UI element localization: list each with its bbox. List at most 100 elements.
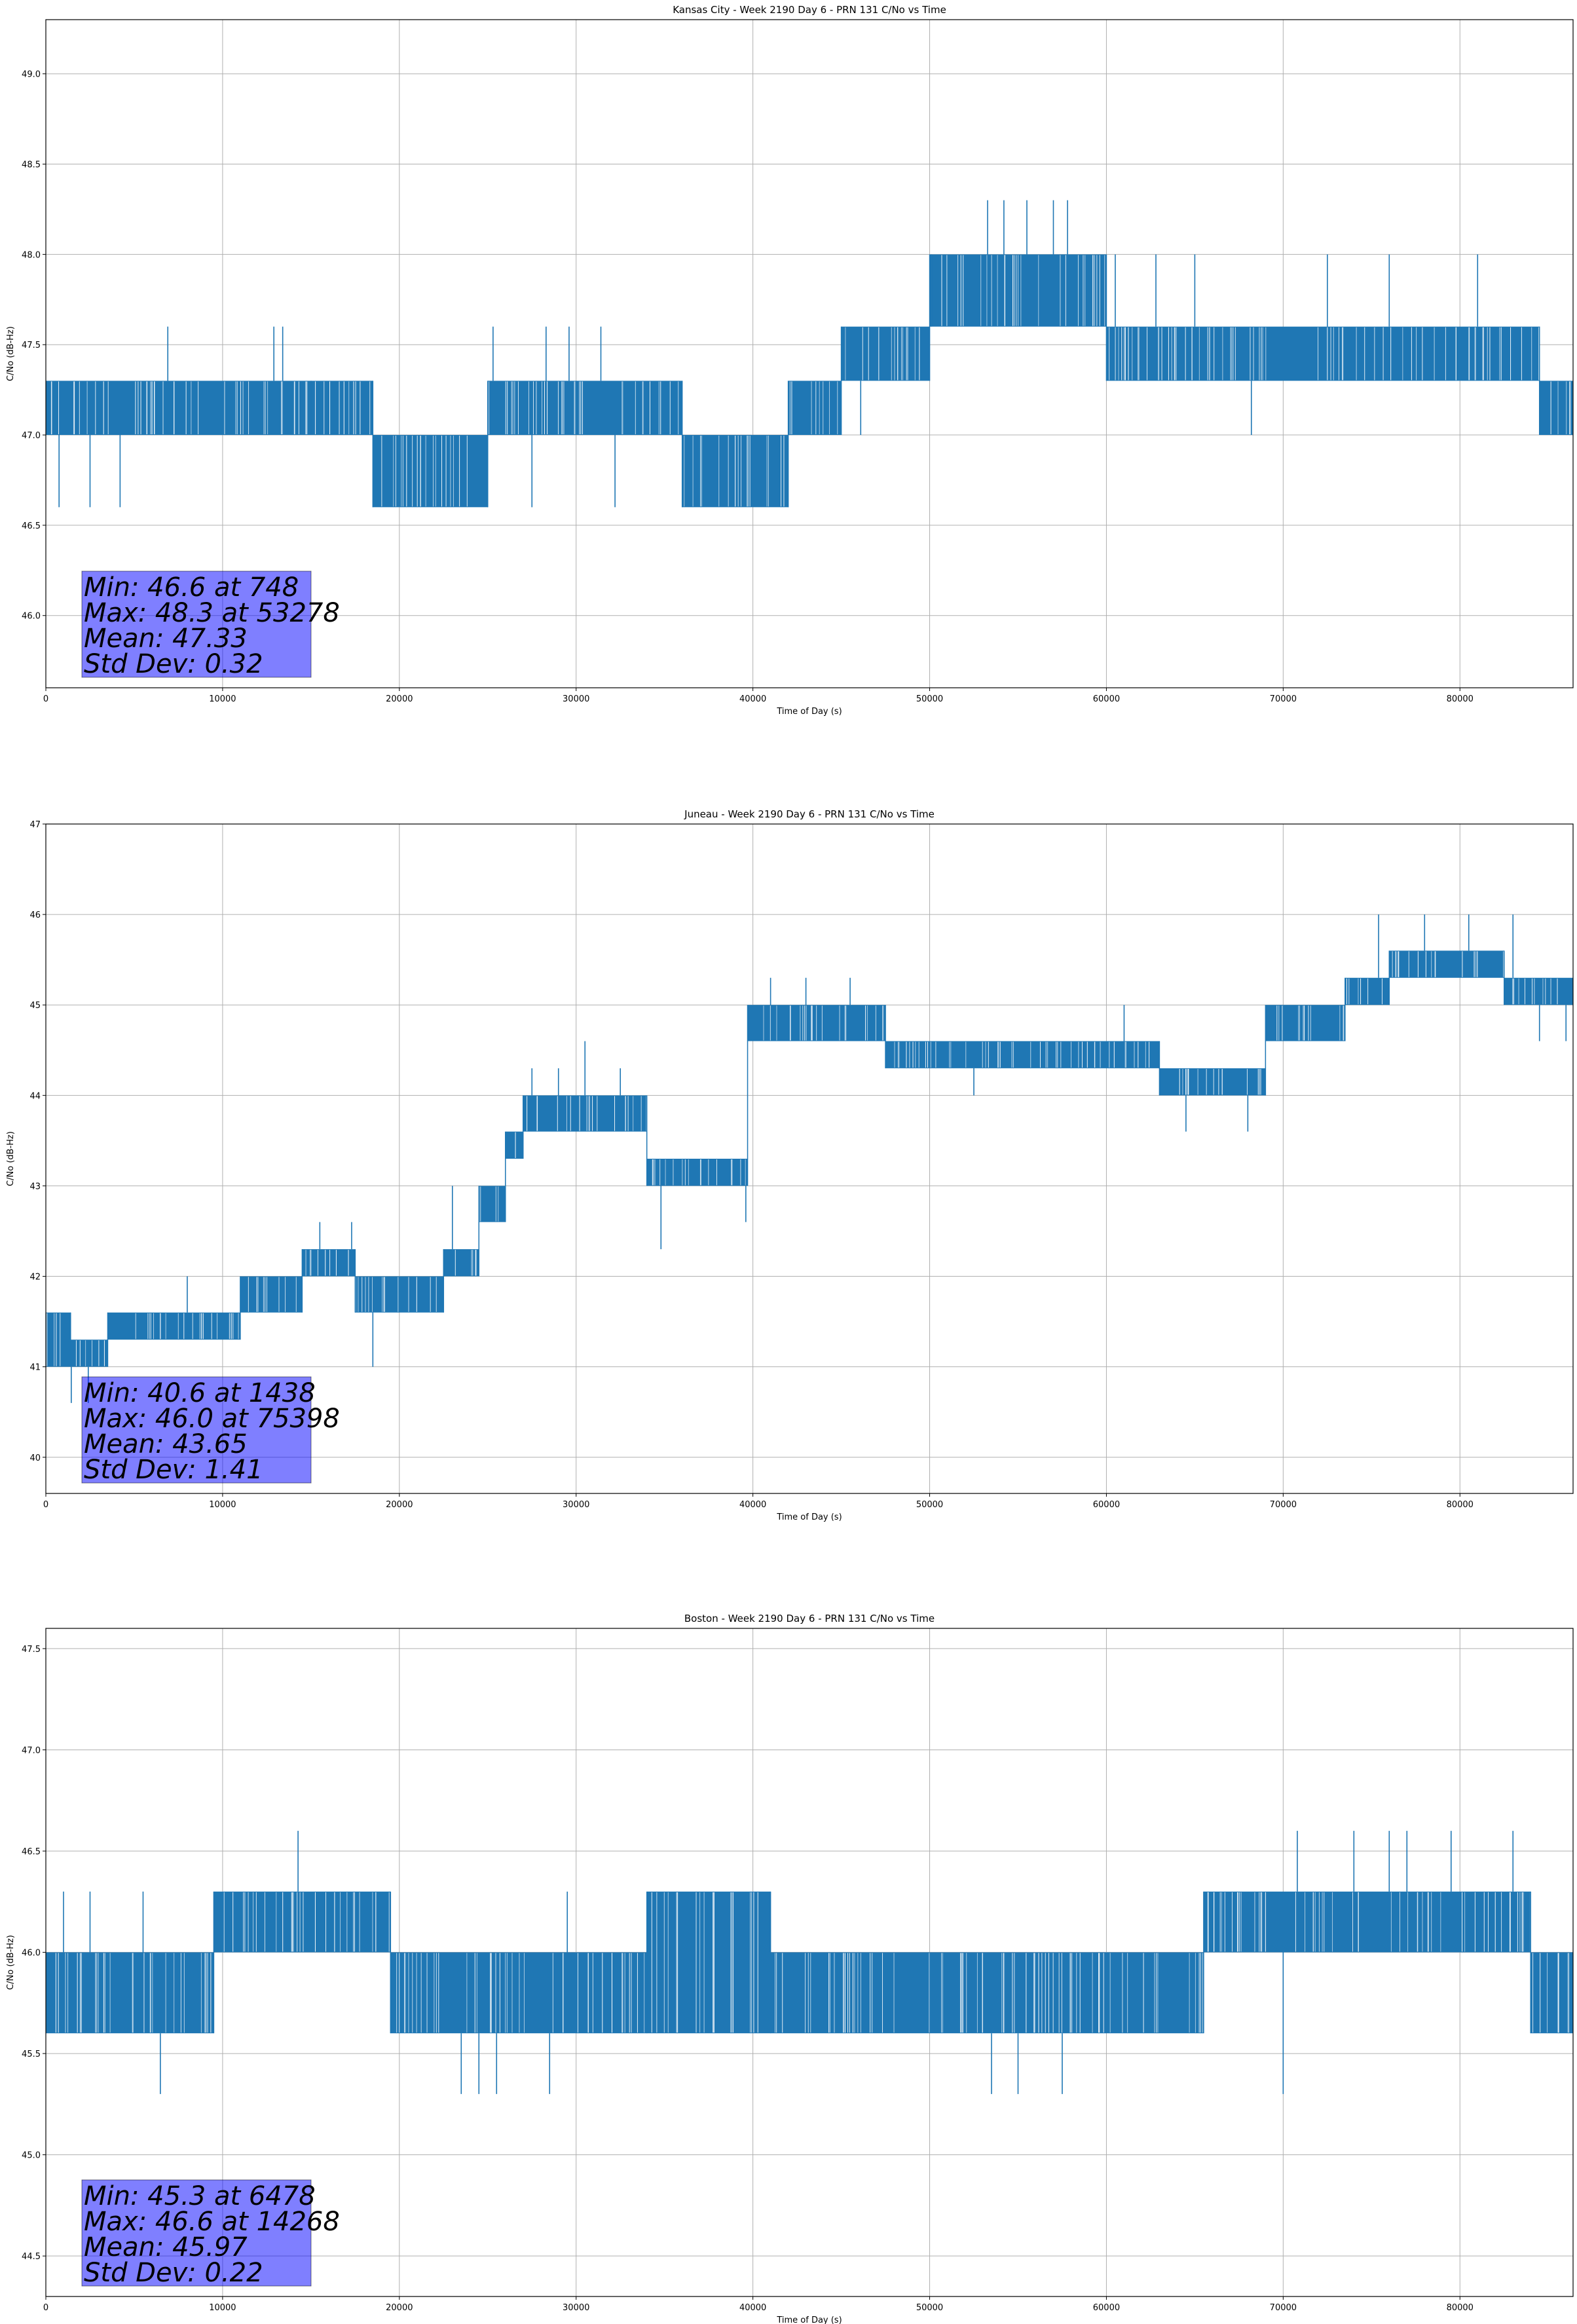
x-tick-label: 10000 bbox=[209, 1500, 236, 1510]
stats-box bbox=[81, 571, 312, 678]
stats-line: Max: 46.6 at 14268 bbox=[84, 2207, 340, 2237]
data-band bbox=[373, 435, 488, 508]
x-tick-label: 20000 bbox=[386, 694, 413, 704]
series-line bbox=[46, 914, 1573, 1403]
data-band bbox=[1265, 1005, 1345, 1041]
x-tick-label: 10000 bbox=[209, 694, 236, 704]
x-tick-label: 80000 bbox=[1447, 2303, 1474, 2313]
data-band bbox=[70, 1340, 108, 1367]
x-tick-label: 60000 bbox=[1093, 1500, 1120, 1510]
data-band bbox=[593, 1095, 647, 1132]
stats-line: Mean: 45.97 bbox=[84, 2232, 248, 2262]
x-tick-label: 30000 bbox=[563, 694, 589, 704]
x-tick-label: 0 bbox=[43, 2303, 48, 2313]
y-tick-label: 47.5 bbox=[22, 1645, 41, 1655]
y-tick-label: 46.5 bbox=[22, 1847, 41, 1857]
chart-panel-3: 0 10000 20000 30000 40000 50000 60000 70000 8000… bbox=[6, 1613, 1574, 2324]
data-band bbox=[1106, 326, 1540, 381]
x-tick-label: 0 bbox=[43, 1500, 48, 1510]
y-tick-label: 48.0 bbox=[22, 250, 41, 260]
x-tick-label: 20000 bbox=[386, 1500, 413, 1510]
x-tick-label: 30000 bbox=[563, 1500, 589, 1510]
x-tick-label: 50000 bbox=[916, 2303, 943, 2313]
data-band bbox=[1203, 1891, 1531, 1953]
x-tick-label: 0 bbox=[43, 694, 48, 704]
data-band bbox=[841, 326, 930, 381]
data-band bbox=[443, 1249, 479, 1277]
y-axis-label: C/No (dB-Hz) bbox=[6, 326, 16, 381]
chart-panel-2: 0 10000 20000 30000 40000 50000 60000 70000 8000… bbox=[6, 808, 1574, 1522]
stats-line: Max: 46.0 at 75398 bbox=[84, 1404, 340, 1434]
stats-line: Max: 48.3 at 53278 bbox=[84, 598, 340, 628]
data-band bbox=[46, 1952, 214, 2034]
data-band bbox=[1504, 977, 1573, 1005]
x-tick-label: 60000 bbox=[1093, 694, 1120, 704]
y-tick-label: 45.5 bbox=[22, 2050, 41, 2059]
stats-line: Min: 46.6 at 748 bbox=[84, 572, 299, 603]
data-band bbox=[479, 1186, 506, 1222]
y-axis-label: C/No (dB-Hz) bbox=[6, 1935, 16, 1990]
data-band bbox=[213, 1891, 391, 1953]
data-band bbox=[770, 1952, 1204, 2034]
stats-line: Std Dev: 1.41 bbox=[84, 1455, 263, 1485]
x-axis-label: Time of Day (s) bbox=[776, 707, 842, 717]
data-band bbox=[646, 1891, 771, 2034]
x-tick-label: 70000 bbox=[1270, 694, 1297, 704]
stats-box bbox=[81, 2179, 312, 2287]
data-band bbox=[885, 1041, 1089, 1068]
y-tick-label: 48.5 bbox=[22, 160, 41, 170]
data-band bbox=[46, 381, 311, 436]
y-tick-label: 40 bbox=[29, 1453, 41, 1463]
data-band bbox=[1345, 977, 1390, 1005]
x-tick-label: 70000 bbox=[1270, 1500, 1297, 1510]
data-band bbox=[310, 381, 373, 436]
axes-frame bbox=[45, 1628, 1574, 2297]
x-tick-label: 80000 bbox=[1447, 1500, 1474, 1510]
y-axis-label: C/No (dB-Hz) bbox=[6, 1131, 16, 1186]
data-band bbox=[355, 1276, 444, 1313]
chart-title: Juneau - Week 2190 Day 6 - PRN 131 C/No … bbox=[684, 808, 935, 820]
y-tick-label: 44.5 bbox=[22, 2252, 41, 2262]
y-tick-label: 46 bbox=[29, 910, 41, 920]
y-tick-label: 47 bbox=[29, 820, 41, 830]
y-tick-label: 47.0 bbox=[22, 1746, 41, 1755]
data-band bbox=[788, 381, 842, 436]
data-band bbox=[523, 1095, 594, 1132]
y-tick-label: 47.5 bbox=[22, 341, 41, 350]
stats-line: Std Dev: 0.32 bbox=[84, 649, 263, 679]
data-band bbox=[107, 1312, 240, 1340]
stats-line: Std Dev: 0.22 bbox=[84, 2258, 263, 2288]
x-tick-label: 40000 bbox=[739, 2303, 766, 2313]
data-band bbox=[505, 1131, 523, 1159]
y-tick-label: 49.0 bbox=[22, 70, 41, 80]
x-tick-label: 80000 bbox=[1447, 694, 1474, 704]
y-tick-label: 46.0 bbox=[22, 612, 41, 622]
series-line bbox=[46, 1831, 1573, 2094]
stats-line: Min: 40.6 at 1438 bbox=[84, 1378, 316, 1408]
data-band bbox=[390, 1952, 647, 2034]
x-tick-label: 40000 bbox=[739, 694, 766, 704]
data-band bbox=[487, 381, 682, 436]
data-band bbox=[1539, 381, 1573, 436]
y-tick-label: 45 bbox=[29, 1001, 41, 1011]
stats-box bbox=[81, 1376, 312, 1484]
stats-line: Mean: 43.65 bbox=[84, 1429, 248, 1459]
y-tick-label: 44 bbox=[29, 1091, 41, 1101]
x-tick-label: 10000 bbox=[209, 2303, 236, 2313]
chart-title: Boston - Week 2190 Day 6 - PRN 131 C/No … bbox=[684, 1613, 935, 1624]
data-band bbox=[1159, 1068, 1266, 1096]
data-band bbox=[646, 1159, 748, 1186]
x-tick-label: 30000 bbox=[563, 2303, 589, 2313]
axes-frame bbox=[45, 823, 1574, 1494]
y-tick-label: 46.0 bbox=[22, 1949, 41, 1959]
x-tick-label: 70000 bbox=[1270, 2303, 1297, 2313]
stats-line: Mean: 47.33 bbox=[84, 624, 248, 654]
x-tick-label: 40000 bbox=[739, 1500, 766, 1510]
y-tick-label: 46.5 bbox=[22, 521, 41, 531]
series-line bbox=[46, 200, 1573, 508]
x-axis-label: Time of Day (s) bbox=[776, 2315, 842, 2324]
x-tick-label: 50000 bbox=[916, 1500, 943, 1510]
x-tick-label: 20000 bbox=[386, 2303, 413, 2313]
y-tick-label: 47.0 bbox=[22, 431, 41, 441]
chart-title: Kansas City - Week 2190 Day 6 - PRN 131 … bbox=[673, 4, 946, 16]
